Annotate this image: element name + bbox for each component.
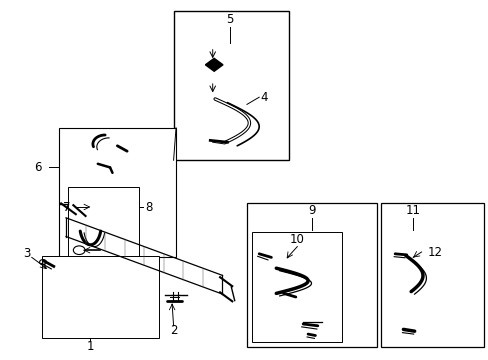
Polygon shape xyxy=(205,58,223,71)
Text: 3: 3 xyxy=(23,247,31,260)
Bar xyxy=(59,128,176,257)
Text: 10: 10 xyxy=(289,233,304,246)
Text: 12: 12 xyxy=(427,246,442,258)
Text: 11: 11 xyxy=(405,204,420,217)
Bar xyxy=(41,256,159,338)
Bar xyxy=(381,203,483,347)
Text: 6: 6 xyxy=(34,161,41,174)
Text: 8: 8 xyxy=(145,201,153,213)
Bar xyxy=(68,187,139,256)
Bar xyxy=(173,11,288,160)
Text: 9: 9 xyxy=(307,204,315,217)
Text: 2: 2 xyxy=(169,324,177,337)
Text: 7: 7 xyxy=(63,201,71,213)
Bar xyxy=(251,232,342,342)
Text: 1: 1 xyxy=(86,340,94,353)
Text: 5: 5 xyxy=(225,13,233,26)
Bar xyxy=(246,203,376,347)
Text: 4: 4 xyxy=(260,91,267,104)
